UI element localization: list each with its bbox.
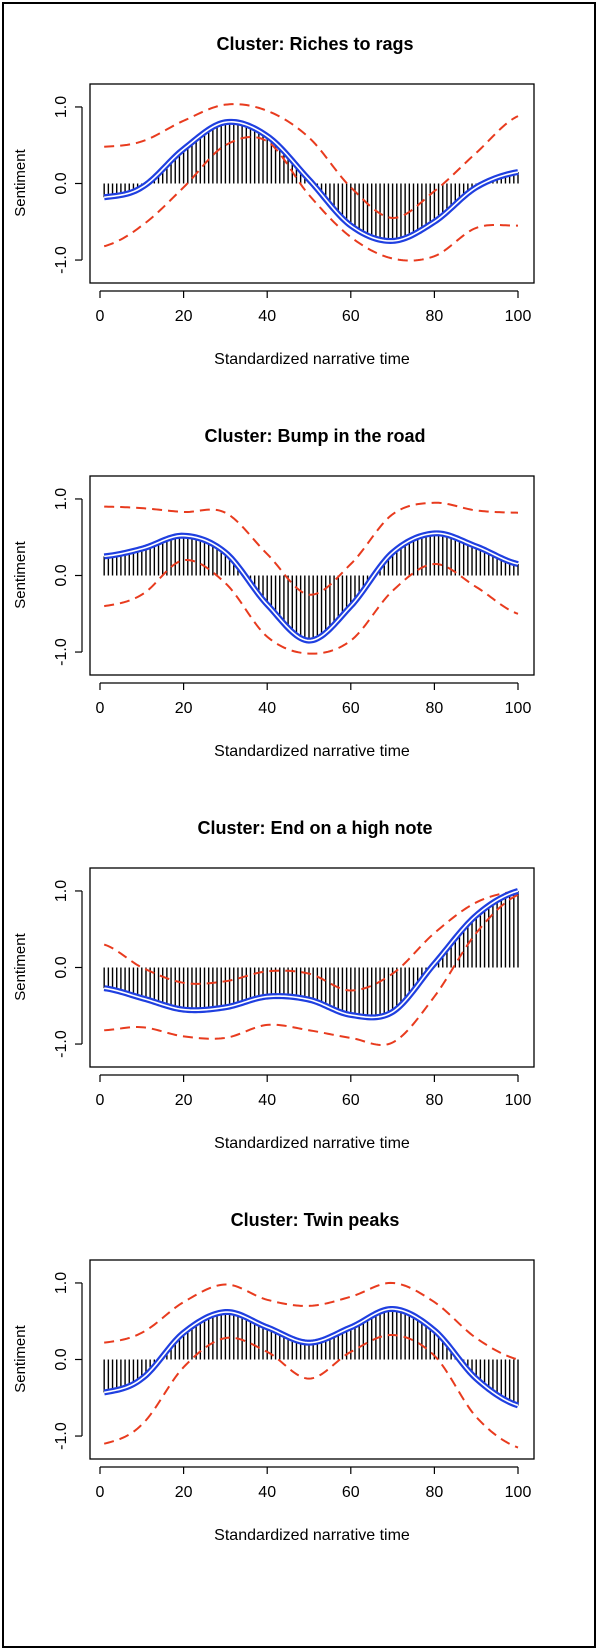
plot-area [89,867,535,1068]
mean-line-highlight [104,121,519,242]
x-tick-label: 0 [96,1484,105,1501]
x-tick-label: 60 [342,1092,360,1109]
y-axis-label: Sentiment [12,932,29,1000]
y-tick-label: -1.0 [53,638,70,666]
upper-bound-line [104,1281,519,1361]
lower-bound-line [103,1333,519,1449]
x-tick-label: 40 [258,308,276,325]
mean-bars [103,533,519,641]
x-tick-label: 20 [175,700,193,717]
plot-area [89,83,535,284]
x-tick-label: 80 [426,1484,444,1501]
x-tick-label: 80 [426,700,444,717]
x-tick-label: 0 [96,308,105,325]
y-tick-label: -1.0 [53,1422,70,1450]
x-axis-label: Standardized narrative time [214,1527,410,1544]
x-tick-label: 60 [342,308,360,325]
x-tick-label: 100 [505,1092,532,1109]
y-tick-label: 1.0 [53,96,70,118]
y-tick-label: -1.0 [53,246,70,274]
chart-panel-2: Cluster: Bump in the road 0 20 40 60 80 100 Sta… [12,426,535,760]
y-axis-label: Sentiment [12,1324,29,1392]
x-tick-label: 80 [426,1092,444,1109]
y-tick-label: -1.0 [53,1030,70,1058]
x-tick-label: 40 [258,700,276,717]
mean-line-highlight [104,532,519,642]
x-tick-label: 60 [342,1484,360,1501]
chart-title: Cluster: End on a high note [198,818,433,838]
chart-panel-1: Cluster: Riches to rags 0 20 40 60 80 100 Stand… [12,34,535,368]
plot-area [89,1259,535,1460]
lower-bound-line [104,893,519,1046]
x-axis-label: Standardized narrative time [214,743,410,760]
x-tick-label: 100 [505,308,532,325]
x-tick-label: 20 [175,308,193,325]
plot-area [89,475,535,676]
x-tick-label: 0 [96,1092,105,1109]
y-tick-label: 1.0 [53,1272,70,1294]
chart-title: Cluster: Riches to rags [216,34,413,54]
mean-line-highlight [104,890,519,1019]
mean-line-highlight [104,1308,519,1407]
y-tick-label: 1.0 [53,880,70,902]
x-tick-label: 60 [342,700,360,717]
y-tick-label: 0.0 [53,1348,70,1370]
x-tick-label: 20 [175,1092,193,1109]
chart-title: Cluster: Twin peaks [231,1210,400,1230]
x-tick-label: 100 [505,1484,532,1501]
y-tick-label: 0.0 [53,172,70,194]
y-tick-label: 0.0 [53,956,70,978]
chart-panel-3: Cluster: End on a high note 0 20 40 60 80 100 S… [12,818,535,1152]
lower-bound-line [103,135,519,262]
upper-bound-line [104,501,519,596]
lower-bound-line [104,559,519,655]
y-tick-label: 0.0 [53,564,70,586]
y-axis-label: Sentiment [12,540,29,608]
x-tick-label: 40 [258,1484,276,1501]
x-axis-label: Standardized narrative time [214,351,410,368]
x-tick-label: 80 [426,308,444,325]
upper-bound-line [103,889,519,992]
y-axis-label: Sentiment [12,148,29,216]
x-tick-label: 20 [175,1484,193,1501]
chart-panel-4: Cluster: Twin peaks 0 20 40 60 80 100 Standardi… [12,1210,535,1544]
x-tick-label: 0 [96,700,105,717]
upper-bound-line [104,103,519,219]
x-tick-label: 100 [505,700,532,717]
y-tick-label: 1.0 [53,488,70,510]
chart-title: Cluster: Bump in the road [204,426,425,446]
x-axis-label: Standardized narrative time [214,1135,410,1152]
x-tick-label: 40 [258,1092,276,1109]
